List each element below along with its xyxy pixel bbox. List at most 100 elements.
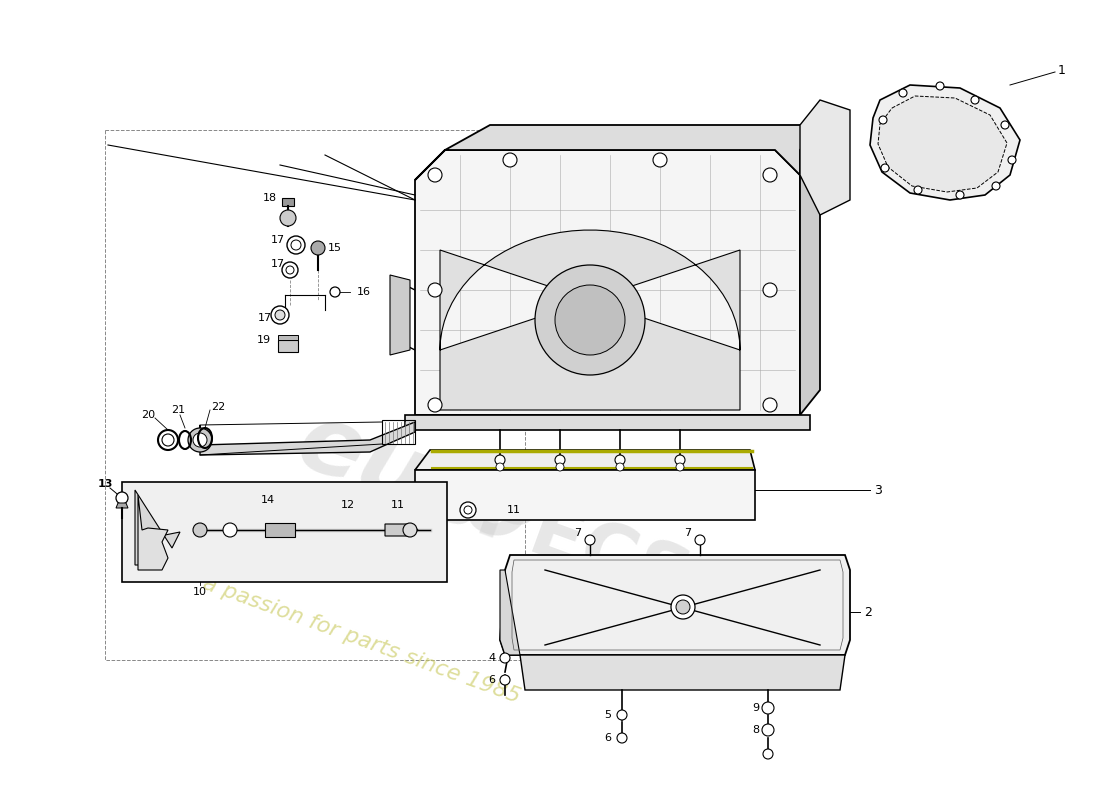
Circle shape	[1001, 121, 1009, 129]
Circle shape	[936, 82, 944, 90]
Polygon shape	[135, 490, 180, 565]
Polygon shape	[116, 503, 128, 508]
Circle shape	[500, 675, 510, 685]
Circle shape	[330, 287, 340, 297]
Circle shape	[428, 398, 442, 412]
Text: 19: 19	[257, 335, 271, 345]
Text: 15: 15	[328, 243, 342, 253]
Circle shape	[899, 89, 907, 97]
Circle shape	[676, 463, 684, 471]
Text: 17: 17	[271, 259, 285, 269]
Polygon shape	[390, 275, 410, 355]
Text: 18: 18	[263, 193, 277, 203]
Circle shape	[762, 702, 774, 714]
Text: 11: 11	[507, 505, 521, 515]
Text: 6: 6	[605, 733, 612, 743]
Circle shape	[617, 710, 627, 720]
Text: 17: 17	[271, 235, 285, 245]
Circle shape	[495, 455, 505, 465]
Circle shape	[311, 241, 324, 255]
Circle shape	[503, 153, 517, 167]
Circle shape	[500, 653, 510, 663]
Text: 11: 11	[390, 500, 405, 510]
Circle shape	[763, 749, 773, 759]
Polygon shape	[282, 198, 294, 206]
Circle shape	[879, 116, 887, 124]
Circle shape	[1008, 156, 1016, 164]
Circle shape	[280, 210, 296, 226]
Polygon shape	[500, 555, 850, 655]
Polygon shape	[878, 96, 1006, 192]
Text: 7: 7	[574, 528, 582, 538]
Text: 20: 20	[141, 410, 155, 420]
Text: 14: 14	[261, 495, 275, 505]
Circle shape	[192, 433, 207, 447]
Circle shape	[695, 535, 705, 545]
Circle shape	[282, 262, 298, 278]
Circle shape	[192, 523, 207, 537]
Circle shape	[271, 306, 289, 324]
Polygon shape	[138, 495, 168, 570]
Circle shape	[287, 236, 305, 254]
Polygon shape	[405, 415, 810, 430]
Circle shape	[617, 733, 627, 743]
Polygon shape	[200, 422, 415, 455]
Polygon shape	[278, 335, 298, 340]
Polygon shape	[265, 523, 295, 537]
Circle shape	[116, 492, 128, 504]
Text: 8: 8	[752, 725, 760, 735]
Text: 6: 6	[488, 675, 495, 685]
Circle shape	[556, 463, 564, 471]
Bar	[104, 130, 525, 660]
Circle shape	[464, 506, 472, 514]
Bar	[122, 482, 447, 582]
Text: euro: euro	[285, 395, 544, 565]
Text: 5: 5	[605, 710, 612, 720]
Text: 16: 16	[358, 287, 371, 297]
Polygon shape	[800, 125, 820, 415]
Polygon shape	[520, 655, 845, 690]
Circle shape	[556, 285, 625, 355]
Circle shape	[675, 455, 685, 465]
Circle shape	[460, 502, 476, 518]
Circle shape	[286, 266, 294, 274]
Text: 4: 4	[488, 653, 496, 663]
Circle shape	[496, 463, 504, 471]
Text: 22: 22	[211, 402, 226, 412]
Polygon shape	[440, 230, 740, 410]
Circle shape	[762, 724, 774, 736]
Circle shape	[616, 463, 624, 471]
Text: 2: 2	[865, 606, 872, 618]
Text: SPECS: SPECS	[415, 458, 700, 622]
Circle shape	[653, 153, 667, 167]
Polygon shape	[415, 125, 820, 180]
Circle shape	[763, 168, 777, 182]
Polygon shape	[278, 340, 298, 352]
Circle shape	[403, 523, 417, 537]
Text: 1: 1	[1058, 63, 1066, 77]
Circle shape	[535, 265, 645, 375]
Polygon shape	[800, 100, 850, 215]
Polygon shape	[415, 150, 800, 415]
Text: a passion for parts since 1985: a passion for parts since 1985	[200, 573, 522, 707]
Circle shape	[956, 191, 964, 199]
Polygon shape	[415, 470, 755, 520]
Text: 10: 10	[192, 587, 207, 597]
Circle shape	[585, 535, 595, 545]
Circle shape	[763, 398, 777, 412]
Polygon shape	[415, 450, 755, 470]
Circle shape	[992, 182, 1000, 190]
Text: 3: 3	[874, 483, 882, 497]
Text: 17: 17	[257, 313, 272, 323]
Polygon shape	[385, 524, 418, 536]
Circle shape	[428, 283, 442, 297]
Circle shape	[676, 600, 690, 614]
Circle shape	[188, 428, 212, 452]
Circle shape	[914, 186, 922, 194]
Text: 21: 21	[170, 405, 185, 415]
Circle shape	[615, 455, 625, 465]
Circle shape	[223, 523, 236, 537]
Circle shape	[971, 96, 979, 104]
Text: 12: 12	[341, 500, 355, 510]
Circle shape	[556, 455, 565, 465]
